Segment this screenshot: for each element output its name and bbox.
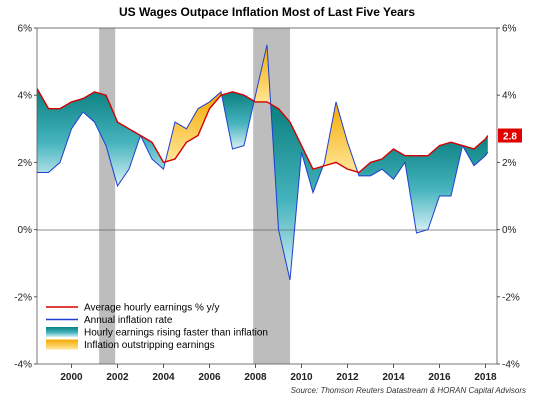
x-tick-label: 2010: [290, 372, 313, 383]
legend-label: Hourly earnings rising faster than infla…: [84, 328, 268, 339]
x-tick-label: 2018: [474, 372, 497, 383]
inflation-gap-area-4: [254, 44, 271, 105]
legend-swatch-fill: [46, 339, 78, 350]
x-tick-label: 2004: [152, 372, 175, 383]
y-tick-right-label: -4%: [502, 360, 520, 371]
earnings-growth-line: [37, 88, 489, 174]
y-tick-left-label: -2%: [14, 292, 32, 303]
last-value-label: 2.8: [503, 132, 517, 143]
x-tick-label: 2008: [244, 372, 267, 383]
legend-label: Average hourly earnings % y/y: [84, 303, 219, 314]
y-tick-left-label: -4%: [14, 360, 32, 371]
y-tick-right-label: 0%: [502, 225, 517, 236]
y-tick-left-label: 0%: [18, 225, 33, 236]
earnings-gap-area-1: [37, 88, 166, 186]
last-value-badge: [498, 128, 522, 143]
x-tick-label: 2002: [106, 372, 129, 383]
legend-swatch-fill: [46, 327, 78, 337]
y-tick-right-label: -2%: [502, 292, 520, 303]
y-tick-right-label: 4%: [502, 91, 517, 102]
legend-label: Annual inflation rate: [84, 315, 173, 326]
y-tick-left-label: 6%: [18, 24, 33, 35]
y-tick-right-label: 2%: [502, 158, 517, 169]
earnings-gap-area-7: [357, 135, 488, 233]
x-tick-label: 2012: [336, 372, 359, 383]
recession-band-1: [99, 28, 116, 364]
legend-label: Inflation outstripping earnings: [84, 340, 215, 351]
y-tick-left-label: 4%: [18, 91, 33, 102]
x-tick-label: 2014: [382, 372, 405, 383]
inflation-gap-area-2: [165, 91, 222, 162]
inflation-gap-area-6: [323, 101, 358, 173]
inflation-rate-line: [37, 44, 489, 281]
plot-frame: [36, 27, 498, 365]
x-tick-label: 2000: [60, 372, 83, 383]
x-tick-label: 2006: [198, 372, 221, 383]
source-note: Source: Thomson Reuters Datastream & HOR…: [290, 386, 526, 395]
y-tick-right-label: 6%: [502, 24, 517, 35]
chart-title: US Wages Outpace Inflation Most of Last …: [118, 5, 416, 19]
x-tick-label: 2016: [428, 372, 451, 383]
earnings-gap-area-5: [270, 104, 324, 280]
y-tick-left-label: 2%: [18, 158, 33, 169]
